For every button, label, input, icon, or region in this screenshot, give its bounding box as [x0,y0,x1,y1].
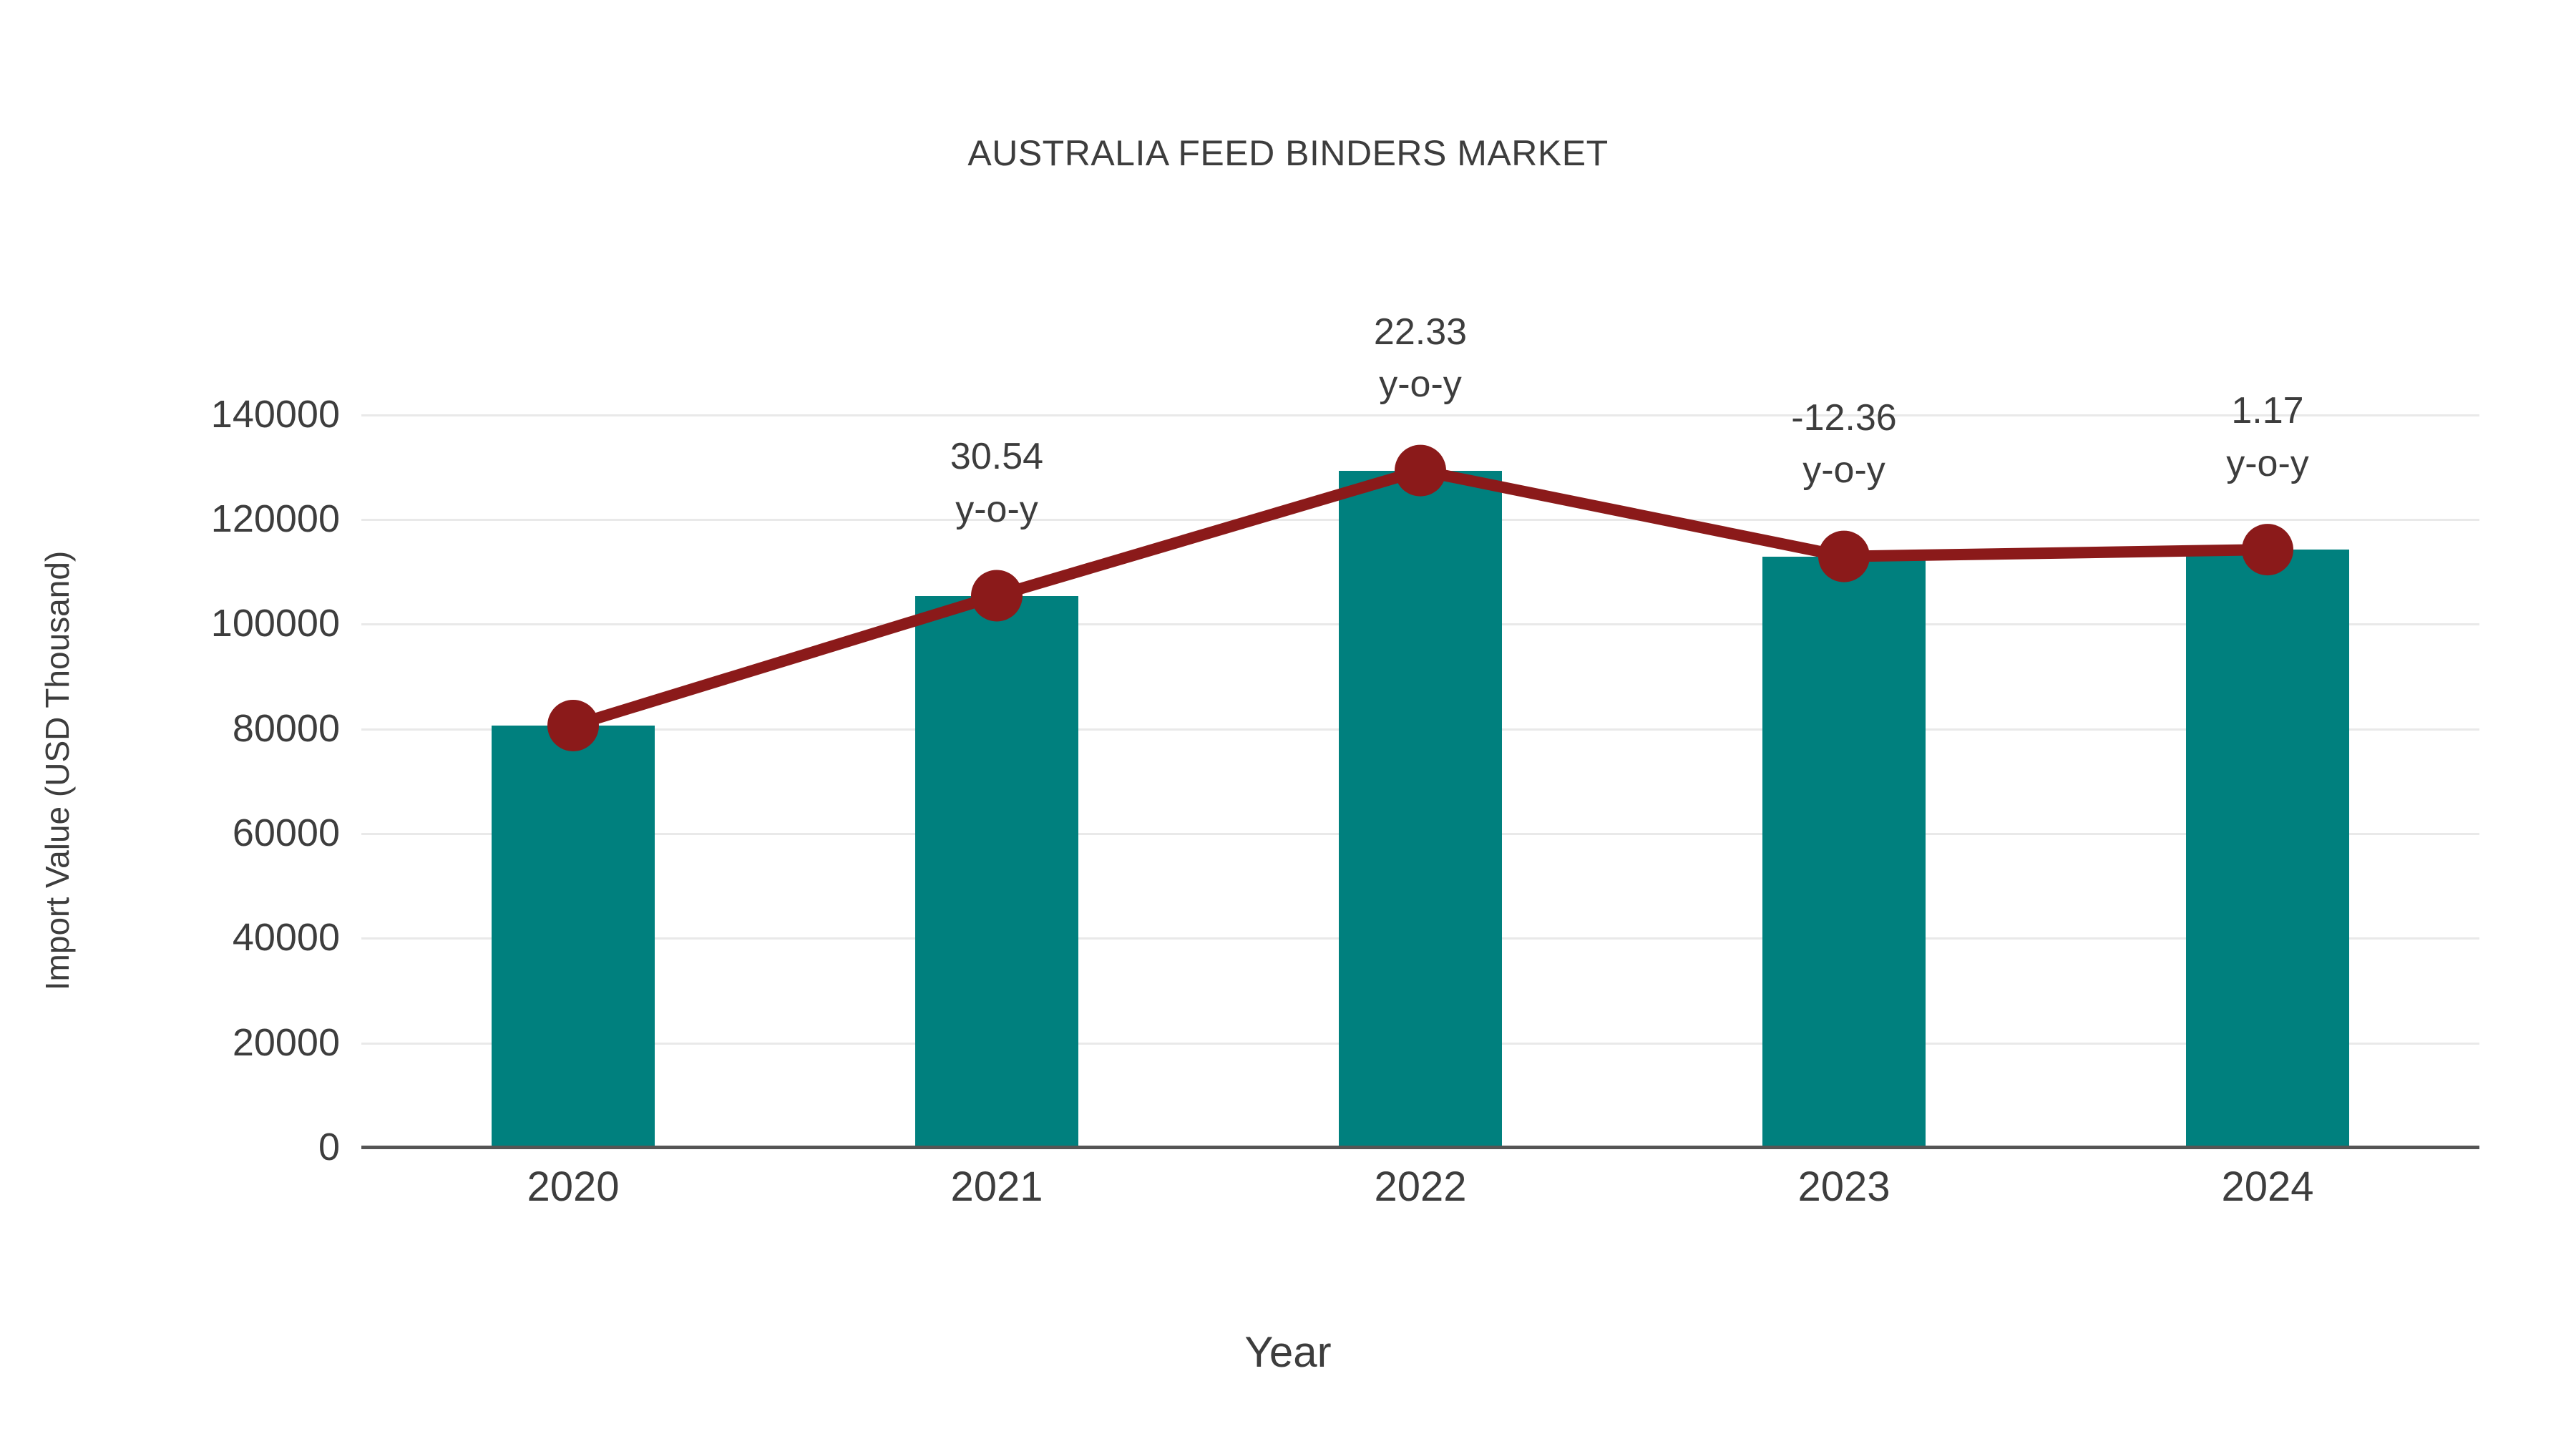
y-tick-label: 0 [318,1126,340,1169]
x-tick-label: 2024 [2221,1163,2314,1210]
y-tick-label: 100000 [210,602,340,645]
bar-annotation: 1.17 y-o-y [2226,385,2309,491]
x-tick-label: 2021 [950,1163,1043,1210]
x-tick-label: 2020 [527,1163,620,1210]
y-tick-label: 40000 [232,916,340,960]
x-tick-label: 2023 [1797,1163,1890,1210]
annotation-value: -12.36 [1791,396,1897,439]
gridline [361,414,2479,416]
annotation-value: 22.33 [1373,311,1468,353]
annotation-unit: y-o-y [955,489,1038,531]
bar[interactable] [492,725,655,1147]
y-tick-label: 20000 [232,1020,340,1064]
bar[interactable] [1339,470,1502,1147]
plot-area [361,388,2479,1147]
bar[interactable] [1762,556,1926,1147]
bar[interactable] [2186,550,2349,1147]
y-tick-label: 80000 [232,706,340,750]
bar[interactable] [915,595,1078,1147]
bar-annotation: 22.33 y-o-y [1374,306,1467,412]
annotation-unit: y-o-y [1379,364,1462,406]
annotation-value: 30.54 [950,436,1044,478]
y-tick-label: 140000 [210,392,340,436]
chart-title: AUSTRALIA FEED BINDERS MARKET [967,133,1609,173]
x-tick-label: 2022 [1374,1163,1467,1210]
y-tick-label: 120000 [210,497,340,540]
annotation-unit: y-o-y [1802,449,1885,492]
x-axis-title: Year [1244,1328,1332,1376]
annotation-value: 1.17 [2231,390,2304,432]
bar-annotation: 30.54 y-o-y [950,431,1043,537]
annotation-unit: y-o-y [2226,442,2309,484]
y-axis-title: Import Value (USD Thousand) [39,550,76,991]
bar-annotation: -12.36 y-o-y [1791,392,1896,498]
x-axis-line [361,1146,2479,1149]
y-tick-label: 60000 [232,811,340,854]
